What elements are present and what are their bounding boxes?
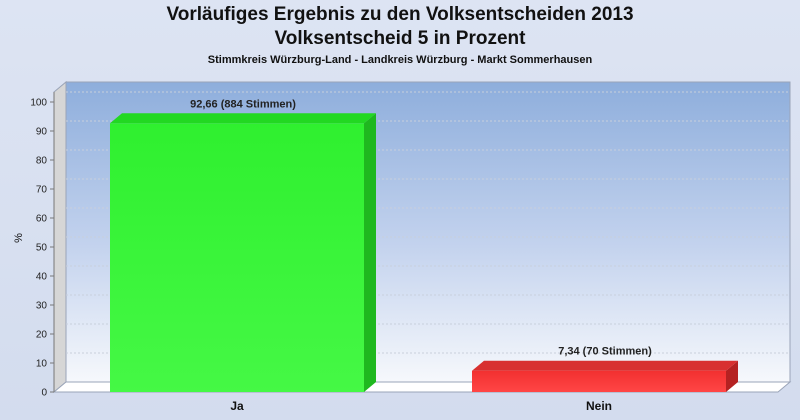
chart-region-subtitle: Stimmkreis Würzburg-Land - Landkreis Wür… [207, 54, 593, 66]
y-tick-label: 50 [36, 243, 48, 254]
y-axis-label: % [13, 233, 25, 243]
data-label: 7,34 (70 Stimmen) [558, 346, 652, 358]
bars: 92,66 (884 Stimmen) 7,34 (70 Stimmen) [110, 98, 738, 392]
y-tick-label: 0 [41, 388, 47, 399]
bar-front [110, 123, 364, 392]
y-tick-label: 40 [36, 272, 48, 283]
y-tick-label: 100 [30, 98, 47, 109]
chart-subtitle: Volksentscheid 5 in Prozent [274, 28, 526, 49]
y-tick-label: 90 [36, 127, 48, 138]
x-axis-categories: Ja Nein [230, 399, 612, 413]
x-category-label: Nein [586, 399, 612, 413]
chart-title: Vorläufiges Ergebnis zu den Volksentsche… [166, 4, 634, 25]
bar-top [472, 360, 738, 371]
y-tick-label: 60 [36, 214, 48, 225]
bar-side [364, 113, 376, 392]
bar-top [110, 113, 376, 124]
bar-nein: 7,34 (70 Stimmen) [472, 346, 738, 392]
data-label: 92,66 (884 Stimmen) [190, 98, 296, 110]
y-tick-label: 70 [36, 185, 48, 196]
y-tick-label: 20 [36, 330, 48, 341]
bar-front [472, 370, 726, 392]
x-category-label: Ja [230, 399, 244, 413]
y-axis-ticks: 0 10 20 30 40 50 60 70 80 90 100 [30, 98, 54, 399]
bar-side [726, 360, 738, 392]
y-tick-label: 10 [36, 359, 48, 370]
bar-ja: 92,66 (884 Stimmen) [110, 98, 376, 392]
y-tick-label: 30 [36, 301, 48, 312]
plot-side-wall [53, 80, 67, 394]
y-tick-label: 80 [36, 156, 48, 167]
